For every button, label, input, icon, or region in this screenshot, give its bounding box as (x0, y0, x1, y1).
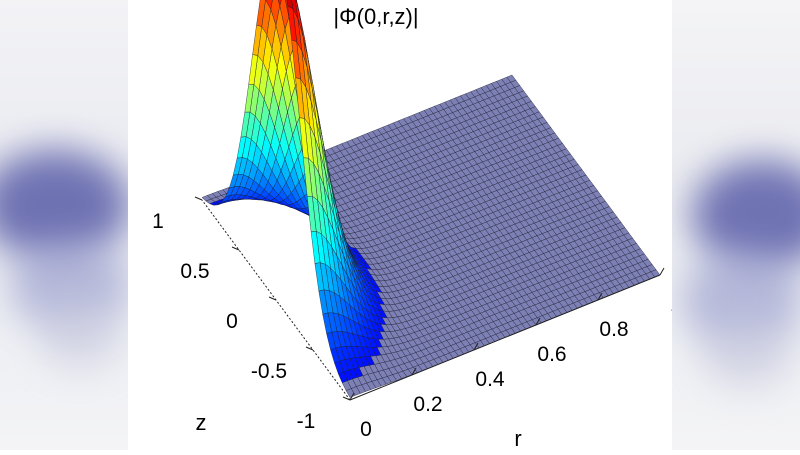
plot-area: |Φ(0,r,z)| 0 0.2 0.4 0.6 0.8 1 -1 -0.5 0 0.5 1 r z (128, 0, 682, 451)
r-axis-line (349, 274, 661, 401)
y-axis-label: z (196, 410, 207, 435)
left-blurred-backdrop (0, 0, 128, 450)
z-tick-label: 0.5 (180, 260, 209, 283)
z-tick-label: 1 (152, 210, 164, 233)
surface-plot: |Φ(0,r,z)| 0 0.2 0.4 0.6 0.8 1 -1 -0.5 0 0.5 1 r z (152, 0, 682, 451)
r-tick (349, 392, 355, 401)
z-tick-label: 0 (226, 310, 238, 333)
r-tick (535, 317, 541, 326)
r-tick-label: 0.4 (475, 368, 505, 391)
r-tick-label: 0.2 (413, 393, 442, 416)
surface-facet (277, 0, 282, 7)
axes: 0 0.2 0.4 0.6 0.8 1 -1 -0.5 0 0.5 1 (152, 196, 682, 441)
surface-facet (256, 0, 266, 27)
r-tick-label: 0 (360, 418, 372, 441)
r-tick (411, 367, 417, 376)
z-tick (194, 196, 203, 201)
surface-mesh (201, 0, 661, 398)
z-tick (305, 346, 314, 351)
surface-facet (265, 0, 273, 10)
z-tick (342, 396, 351, 401)
chart-title: |Φ(0,r,z)| (333, 4, 418, 29)
z-tick-label: -1 (297, 410, 316, 433)
r-tick (597, 292, 603, 301)
r-tick (473, 342, 479, 351)
z-tick (231, 246, 240, 251)
right-blurred-backdrop (672, 0, 800, 450)
r-tick-label: 0.8 (599, 318, 628, 341)
r-tick-label: 1 (670, 293, 672, 316)
r-tick-label: 0.6 (537, 343, 566, 366)
r-tick (659, 267, 665, 276)
z-tick (268, 296, 277, 301)
x-axis-label: r (514, 426, 521, 450)
z-tick-label: -0.5 (251, 360, 287, 383)
